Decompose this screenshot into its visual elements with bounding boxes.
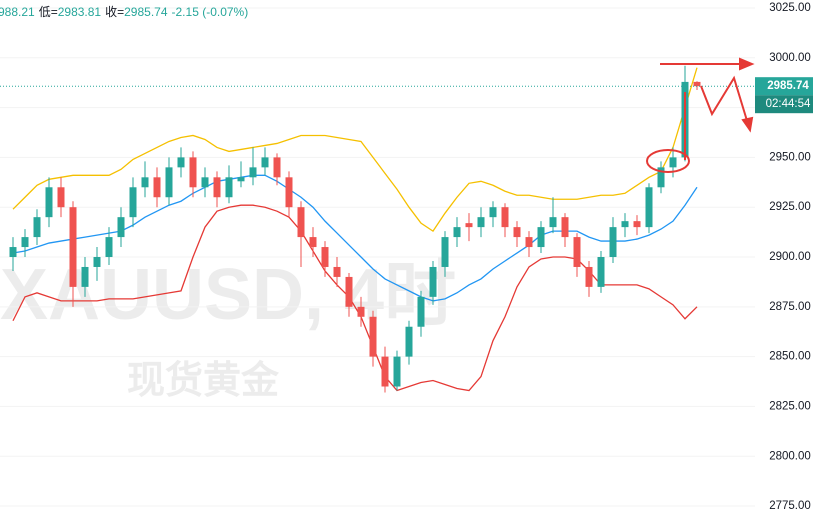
candle-body [393, 356, 401, 387]
candle-body [237, 177, 245, 182]
candle-body [357, 306, 365, 317]
y-tick-label: 3025.00 [769, 2, 811, 14]
candle-body [597, 257, 605, 287]
candle-body [573, 237, 581, 267]
candle-body [321, 247, 329, 267]
candle-body [189, 157, 197, 188]
candle-body [93, 257, 101, 267]
candle-body [57, 187, 65, 208]
countdown-box [755, 95, 813, 114]
candle-body [9, 247, 17, 258]
candle-body [405, 326, 413, 357]
candle-body [117, 217, 125, 238]
candle-body [489, 207, 497, 218]
plot [0, 65, 755, 393]
candle-body [105, 237, 113, 258]
legend-label: 低= [39, 5, 58, 19]
y-tick-label: 2825.00 [769, 400, 811, 412]
candle-body [549, 217, 557, 228]
annotations [646, 57, 755, 173]
last-price-label: 2985.74 [767, 80, 809, 92]
candle-body [585, 266, 593, 287]
candle-body [309, 237, 317, 248]
y-tick-label: 2850.00 [769, 351, 811, 363]
candle-body [153, 177, 161, 198]
candle-body [141, 177, 149, 188]
candle-body [525, 237, 533, 248]
watermark-sub: 现货黄金 [127, 359, 280, 402]
candle-body [465, 223, 473, 228]
candle-body [21, 237, 29, 248]
candle-body [381, 356, 389, 387]
y-tick-label: 3000.00 [769, 52, 811, 64]
annotation-ellipse [646, 149, 690, 173]
candle-body [609, 227, 617, 258]
legend-label: 收= [105, 5, 124, 19]
price-axis: 2775.00 2800.00 2825.00 2850.00 2875.00 2900.… [755, 2, 813, 512]
legend-value: -2.15 (-0.07%) [172, 5, 249, 19]
candle-body [345, 276, 353, 307]
candle-body [249, 167, 257, 178]
legend-value: 2985.74 [124, 5, 168, 19]
candle-body [621, 221, 629, 228]
candle-body [369, 316, 377, 357]
candle-body [429, 266, 437, 297]
arrow-head [741, 116, 754, 133]
candle-body [453, 227, 461, 238]
y-tick-label: 2775.00 [769, 500, 811, 512]
candle-body [177, 157, 185, 168]
candle-body [297, 207, 305, 238]
grid [0, 7, 755, 507]
band-line [12, 174, 698, 302]
candle-body [165, 167, 173, 198]
candle-body [669, 157, 677, 168]
candle-body [69, 207, 77, 287]
annotation-path [700, 75, 749, 125]
candle-body [477, 217, 485, 228]
candle-body [285, 177, 293, 208]
candle-body [201, 177, 209, 188]
legend-value: 2983.81 [58, 5, 102, 19]
arrow-head [739, 57, 755, 71]
candle-body [537, 227, 545, 248]
candle-body [441, 237, 449, 267]
candle-body [561, 217, 569, 238]
candle-body [213, 177, 221, 198]
candle-body [645, 187, 653, 228]
candle-body [81, 266, 89, 287]
y-tick-label: 2950.00 [769, 151, 811, 163]
candle-body [513, 227, 521, 238]
candle-body [45, 187, 53, 218]
y-tick-label: 2900.00 [769, 251, 811, 263]
candle-body [225, 177, 233, 198]
candle-body [273, 157, 281, 178]
candle-body [693, 81, 701, 87]
legend-value: 988.21 [0, 5, 35, 19]
candle-body [333, 266, 341, 277]
band-line [12, 204, 698, 392]
countdown-label: 02:44:54 [766, 98, 811, 110]
candle-body [501, 207, 509, 228]
candle-body [657, 167, 665, 188]
band-line [12, 67, 698, 233]
last-price-box [755, 77, 813, 96]
candle-body [261, 157, 269, 168]
y-tick-label: 2875.00 [769, 301, 811, 313]
watermark: XAUUSD, 4时 [0, 255, 456, 335]
candle-body [33, 217, 41, 238]
candle-body [417, 296, 425, 327]
y-tick-label: 2800.00 [769, 450, 811, 462]
candle-body [633, 221, 641, 228]
candle-body [129, 187, 137, 218]
legend-line: 988.21 低=2983.81 收=2985.74 -2.15 (-0.07%) [0, 5, 248, 19]
y-tick-label: 2925.00 [769, 201, 811, 213]
